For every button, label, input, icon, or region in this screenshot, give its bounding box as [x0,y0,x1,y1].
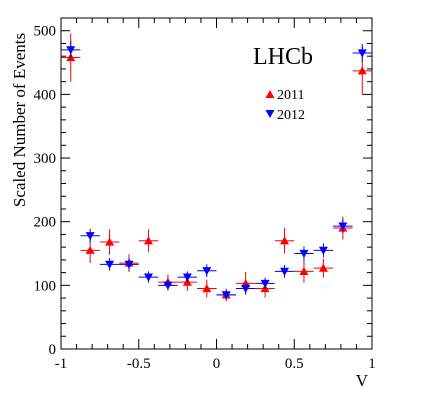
data-point [280,236,290,245]
data-point [241,284,251,294]
data-point [124,260,134,269]
data-point [357,66,367,75]
axis-ticks [60,17,373,350]
y-tick-label: 300 [34,151,57,167]
x-tick-label: 0 [213,356,221,372]
data-point [85,232,95,241]
data-point [105,260,115,269]
data-point [202,284,212,293]
x-tick-label: 0.5 [285,356,304,372]
legend-2011-marker [265,90,275,98]
data-point [66,46,76,55]
plot-frame [60,17,373,350]
data-point [163,281,173,290]
data-point [299,249,309,259]
series-2011 [61,33,372,302]
data-point [318,263,328,272]
y-axis-label: Scaled Number of Events [10,33,29,207]
y-tick-label: 200 [34,215,57,231]
data-point [299,266,309,275]
data-point [105,237,115,246]
data-point [182,273,192,282]
data-point [202,267,212,276]
data-point [280,267,290,276]
series-2012 [61,40,372,300]
data-series [61,33,372,302]
y-tick-label: 100 [34,278,57,294]
data-point [221,291,231,300]
x-tick-label: 1 [368,356,376,372]
data-point [143,236,153,245]
data-point [260,279,270,288]
data-point [85,245,95,254]
data-point [338,222,348,231]
x-tick-label: -1 [55,356,68,372]
data-point [318,246,328,255]
x-tick-label: -0.5 [127,356,151,372]
data-point [143,273,153,282]
legend: 2011 2012 [265,88,305,123]
tick-labels: 0 100 200 300 400 500 -1 -0.5 0 0.5 1 [34,24,376,372]
lhcb-label: LHCb [253,44,313,70]
legend-2012-marker [265,110,275,118]
y-tick-label: 400 [34,87,57,103]
data-point [357,49,367,58]
y-tick-label: 0 [49,342,57,358]
legend-2012-label: 2012 [277,108,305,123]
legend-2011-label: 2011 [277,88,304,103]
x-axis-label: V [356,371,369,390]
y-tick-label: 500 [34,24,57,40]
